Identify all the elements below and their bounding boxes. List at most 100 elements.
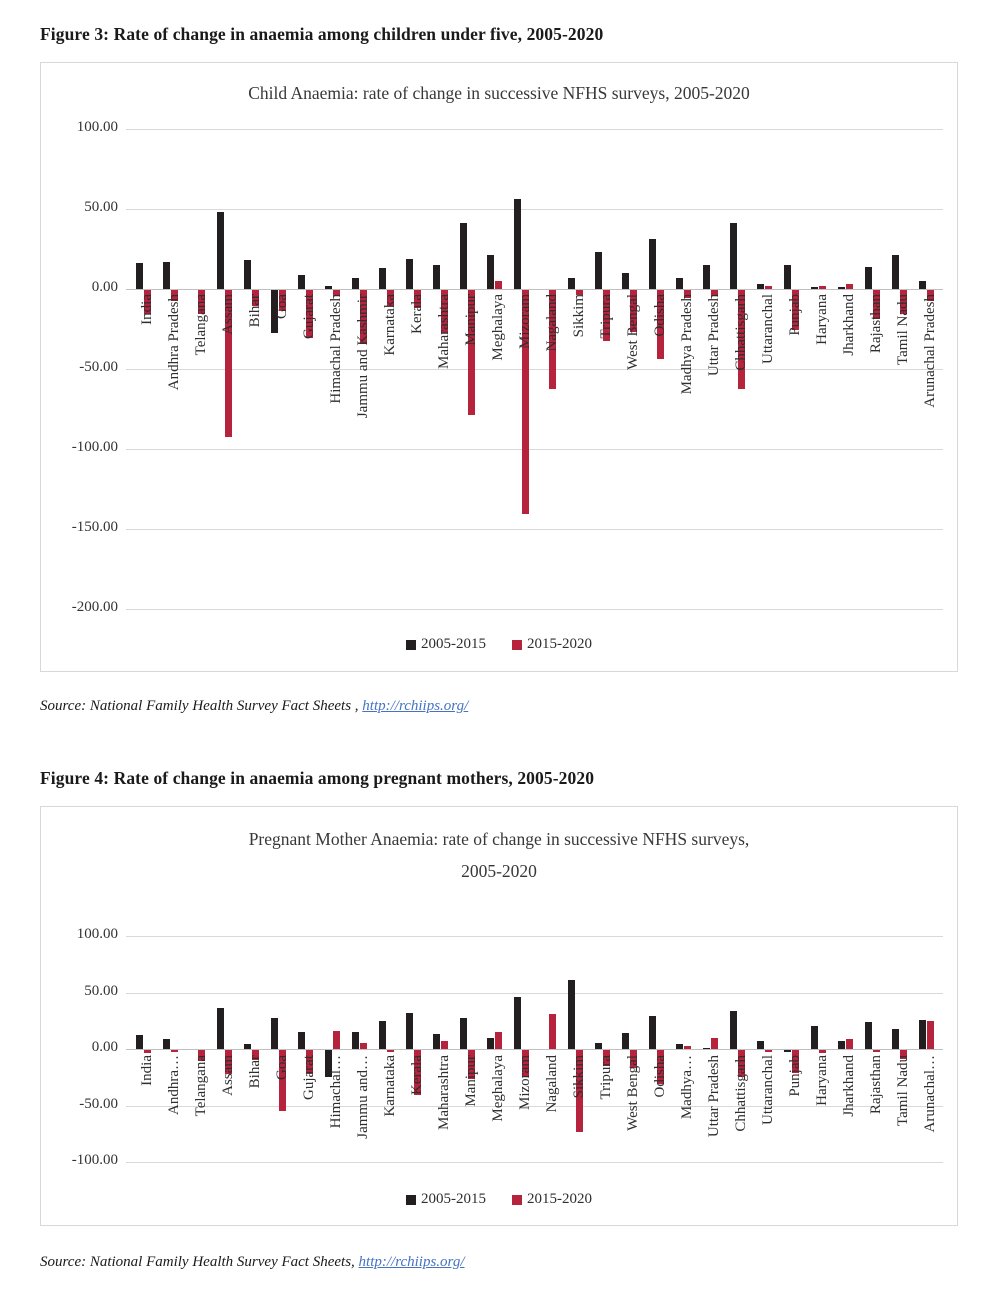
- x-axis-label: Jharkhand: [841, 1055, 857, 1117]
- chart2-title-line2: 2005-2020: [461, 861, 537, 881]
- bar-2015-2020-Telangana: [198, 290, 205, 314]
- bar-2015-2020-Uttaranchal: [765, 1050, 772, 1052]
- bar-2005-2015-Punjab: [784, 265, 791, 289]
- bar-2015-2020-Tripura: [603, 290, 610, 342]
- bar-2015-2020-West Bengal: [630, 290, 637, 332]
- source2-text: Source: National Family Health Survey Fa…: [40, 1254, 355, 1270]
- bar-2015-2020-Kerala: [414, 1050, 421, 1096]
- bar-2005-2015-Maharashtra: [433, 265, 440, 289]
- bar-2005-2015-India: [136, 263, 143, 289]
- bar-2005-2015-Haryana: [811, 1026, 818, 1049]
- x-axis-label: Punjab: [787, 1055, 803, 1097]
- x-axis-label: Uttar Pradesh: [706, 294, 722, 377]
- bar-2005-2015-Bihar: [244, 1044, 251, 1049]
- x-axis-line: [126, 289, 943, 290]
- legend-item-2005-2015: 2005-2015: [406, 636, 486, 653]
- bar-2005-2015-Gujarat: [298, 1032, 305, 1049]
- x-axis-label: Uttaranchal: [760, 1055, 776, 1125]
- bar-2015-2020-Chhattisgarh: [738, 290, 745, 390]
- x-axis-label: Goa: [274, 294, 290, 319]
- y-axis-tick-label: 0.00: [91, 1039, 118, 1055]
- x-axis-label: Sikkim: [571, 1055, 587, 1099]
- x-axis-label: Nagaland: [544, 294, 560, 352]
- bar-2015-2020-Assam: [225, 1050, 232, 1074]
- bar-2015-2020-Assam: [225, 290, 232, 438]
- chart1-legend: 2005-2015 2015-2020: [41, 636, 957, 653]
- bar-2005-2015-Mizoram: [514, 997, 521, 1049]
- x-axis-label: Manipur: [463, 294, 479, 346]
- x-axis-label: Odisha: [652, 1055, 668, 1098]
- source1-link[interactable]: http://rchiips.org/: [362, 698, 469, 714]
- black-series-swatch-icon: [406, 1194, 416, 1205]
- y-axis-tick-label: -200.00: [71, 599, 118, 615]
- legend-label: 2015-2020: [527, 1191, 592, 1207]
- bar-2005-2015-Meghalaya: [487, 255, 494, 289]
- bar-2005-2015-Goa: [271, 290, 278, 334]
- bar-2005-2015-Tamil Nadu: [892, 255, 899, 289]
- x-axis-label: Maharashtra: [436, 294, 452, 369]
- legend-item-2015-2020: 2015-2020: [512, 1191, 592, 1208]
- bar-2015-2020-Madhya Pradesh: [684, 290, 691, 298]
- source2-link[interactable]: http://rchiips.org/: [358, 1254, 465, 1270]
- bar-2005-2015-Rajasthan: [865, 266, 872, 289]
- bar-2015-2020-Uttar Pradesh: [711, 1037, 718, 1049]
- bar-2005-2015-Madhya…: [676, 1044, 683, 1049]
- bar-2015-2020-Maharashtra: [441, 1041, 448, 1049]
- gridline: [126, 1162, 943, 1163]
- bar-2005-2015-Andhra…: [163, 1038, 170, 1049]
- black-series-swatch-icon: [406, 639, 416, 650]
- x-axis-label: Jammu and Kashmir: [355, 294, 371, 419]
- bar-2005-2015-West Bengal: [622, 1033, 629, 1049]
- bar-2015-2020-Manipur: [468, 290, 475, 415]
- bar-2015-2020-Madhya…: [684, 1045, 691, 1049]
- legend-item-2015-2020: 2015-2020: [512, 636, 592, 653]
- bar-2015-2020-Bihar: [252, 290, 259, 306]
- bar-2015-2020-Goa: [279, 290, 286, 311]
- x-axis-label: Jammu and…: [355, 1055, 371, 1139]
- bar-2005-2015-Odisha: [649, 1016, 656, 1049]
- bar-2005-2015-Arunachal Pradesh: [919, 281, 926, 289]
- x-axis-label: Andhra…: [166, 1055, 182, 1115]
- y-axis-tick-label: 50.00: [84, 983, 118, 999]
- x-axis-label: Chhattisgarh: [733, 294, 749, 371]
- bar-2015-2020-Mizoram: [522, 1050, 529, 1078]
- x-axis-label: Himachal Pradesh: [328, 294, 344, 404]
- x-axis-label: Bihar: [247, 294, 263, 328]
- bar-2015-2020-West Bengal: [630, 1050, 637, 1069]
- bar-2005-2015-Assam: [217, 1008, 224, 1049]
- x-axis-label: Karnataka: [382, 1055, 398, 1117]
- x-axis-label: West Bengal: [625, 294, 641, 370]
- bar-2005-2015-Jharkhand: [838, 1041, 845, 1049]
- x-axis-label: West Bengal: [625, 1055, 641, 1131]
- y-axis-tick-label: -100.00: [71, 1152, 118, 1168]
- gridline: [126, 993, 943, 994]
- bar-2005-2015-Uttar Pradesh: [703, 1047, 710, 1049]
- bar-2015-2020-Uttaranchal: [765, 285, 772, 289]
- x-axis-label: Karnataka: [382, 294, 398, 356]
- bar-2005-2015-Tripura: [595, 1043, 602, 1049]
- y-axis-tick-label: 0.00: [91, 279, 118, 295]
- red-series-swatch-icon: [512, 1194, 522, 1205]
- source-line-1: Source: National Family Health Survey Fa…: [40, 698, 468, 715]
- bar-2015-2020-Andhra…: [171, 1050, 178, 1052]
- x-axis-label: Himachal…: [328, 1055, 344, 1129]
- x-axis-label: Nagaland: [544, 1055, 560, 1113]
- legend-label: 2005-2015: [421, 1191, 486, 1207]
- bar-2015-2020-Himachal…: [333, 1030, 340, 1049]
- x-axis-label: Haryana: [814, 1055, 830, 1106]
- x-axis-label: Jharkhand: [841, 294, 857, 356]
- x-axis-label: Odisha: [652, 294, 668, 337]
- bar-2005-2015-Karnataka: [379, 1020, 386, 1049]
- x-axis-label: Bihar: [247, 1055, 263, 1089]
- gridline: [126, 369, 943, 370]
- x-axis-label: Uttar Pradesh: [706, 1055, 722, 1138]
- bar-2005-2015-Sikkim: [568, 980, 575, 1049]
- bar-2005-2015-Himachal Pradesh: [325, 285, 332, 289]
- bar-2015-2020-Himachal Pradesh: [333, 290, 340, 297]
- red-series-swatch-icon: [512, 639, 522, 650]
- x-axis-label: Haryana: [814, 294, 830, 345]
- chart2-title: Pregnant Mother Anaemia: rate of change …: [41, 823, 957, 887]
- x-axis-label: Mizoram: [517, 294, 533, 349]
- bar-2015-2020-Bihar: [252, 1050, 259, 1061]
